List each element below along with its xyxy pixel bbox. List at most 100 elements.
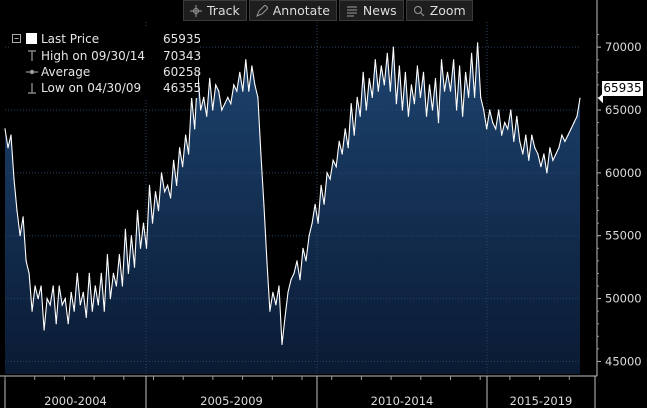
data-point [275,304,277,306]
data-point [164,191,166,193]
data-point [209,78,211,80]
data-point [182,166,184,168]
data-point [317,222,319,224]
data-point [58,285,60,287]
data-point [64,298,66,300]
data-point [395,103,397,105]
data-point [266,260,268,262]
legend-row-last-price[interactable]: Last Price 65935 [10,31,201,47]
data-point [308,235,310,237]
data-point [368,78,370,80]
data-point [459,65,461,67]
data-point [456,109,458,111]
data-point [495,128,497,130]
data-point [130,235,132,237]
data-point [486,128,488,130]
data-point [440,59,443,61]
data-point [329,178,331,180]
data-point [398,65,400,67]
data-point [61,304,63,306]
data-point [558,147,560,149]
data-point [239,71,241,73]
data-point [480,96,482,98]
data-point [350,103,352,105]
data-point [392,46,394,48]
y-tick-label: 50000 [605,292,642,306]
data-point [13,178,15,180]
data-point [91,310,93,312]
data-point [386,52,388,55]
data-point [579,97,581,99]
data-point [284,316,286,318]
data-point [281,343,283,345]
data-point [338,140,340,142]
data-point [106,254,108,256]
data-point [531,134,533,136]
data-point [97,304,99,306]
data-point [483,109,485,111]
data-point [474,96,476,98]
last-price-pointer [598,93,603,104]
data-point [311,222,313,224]
annotate-button[interactable]: Annotate [248,0,337,21]
data-point [564,140,566,142]
data-point [224,103,226,105]
data-point [465,71,467,73]
data-point [31,310,33,312]
data-point [133,266,136,268]
data-point [507,128,509,130]
x-period-label: 2010-2014 [371,394,434,408]
data-point [365,109,367,111]
data-point [437,122,440,124]
data-point [341,153,343,155]
data-point [540,166,542,168]
data-point [160,172,163,174]
y-tick-label: 65000 [605,103,642,117]
data-point [34,285,36,287]
data-point [103,310,105,312]
data-point [269,310,271,312]
data-point [576,115,578,117]
data-point [230,103,232,105]
data-point [203,96,205,98]
legend-row-average: Average 60258 [10,64,201,80]
data-point [570,128,572,130]
data-point [410,84,412,86]
news-button[interactable]: News [338,0,404,21]
pencil-icon [255,4,268,17]
data-point [534,147,536,149]
data-point [148,184,151,186]
data-point [374,59,376,61]
data-point [356,96,358,98]
price-line [4,42,581,345]
track-button[interactable]: Track [183,0,247,21]
data-point [290,279,292,281]
data-point [49,304,51,306]
data-point [561,134,563,136]
data-point [151,222,154,224]
chart-legend: Last Price 65935 High on 09/30/14 70343 … [10,28,201,98]
legend-low-label: Low on 04/30/09 [41,80,142,95]
collapse-icon[interactable] [12,33,22,45]
data-point [176,184,178,186]
data-point [28,272,30,274]
zoom-label: Zoom [429,3,466,18]
data-point [419,96,421,98]
zoom-button[interactable]: Zoom [405,0,473,21]
data-point [167,184,169,186]
legend-row-high: High on 09/30/14 70343 [10,48,201,64]
data-point [431,109,434,111]
data-point [567,134,569,136]
data-point [468,96,470,98]
data-point [73,310,75,312]
data-point [212,109,214,111]
data-point [555,153,557,155]
legend-average-label: Average [41,64,91,79]
data-point [206,115,208,117]
data-point [422,71,425,73]
legend-high-label: High on 09/30/14 [41,48,146,63]
high-marker-icon [28,50,36,61]
data-point [22,216,24,218]
data-point [100,272,102,274]
